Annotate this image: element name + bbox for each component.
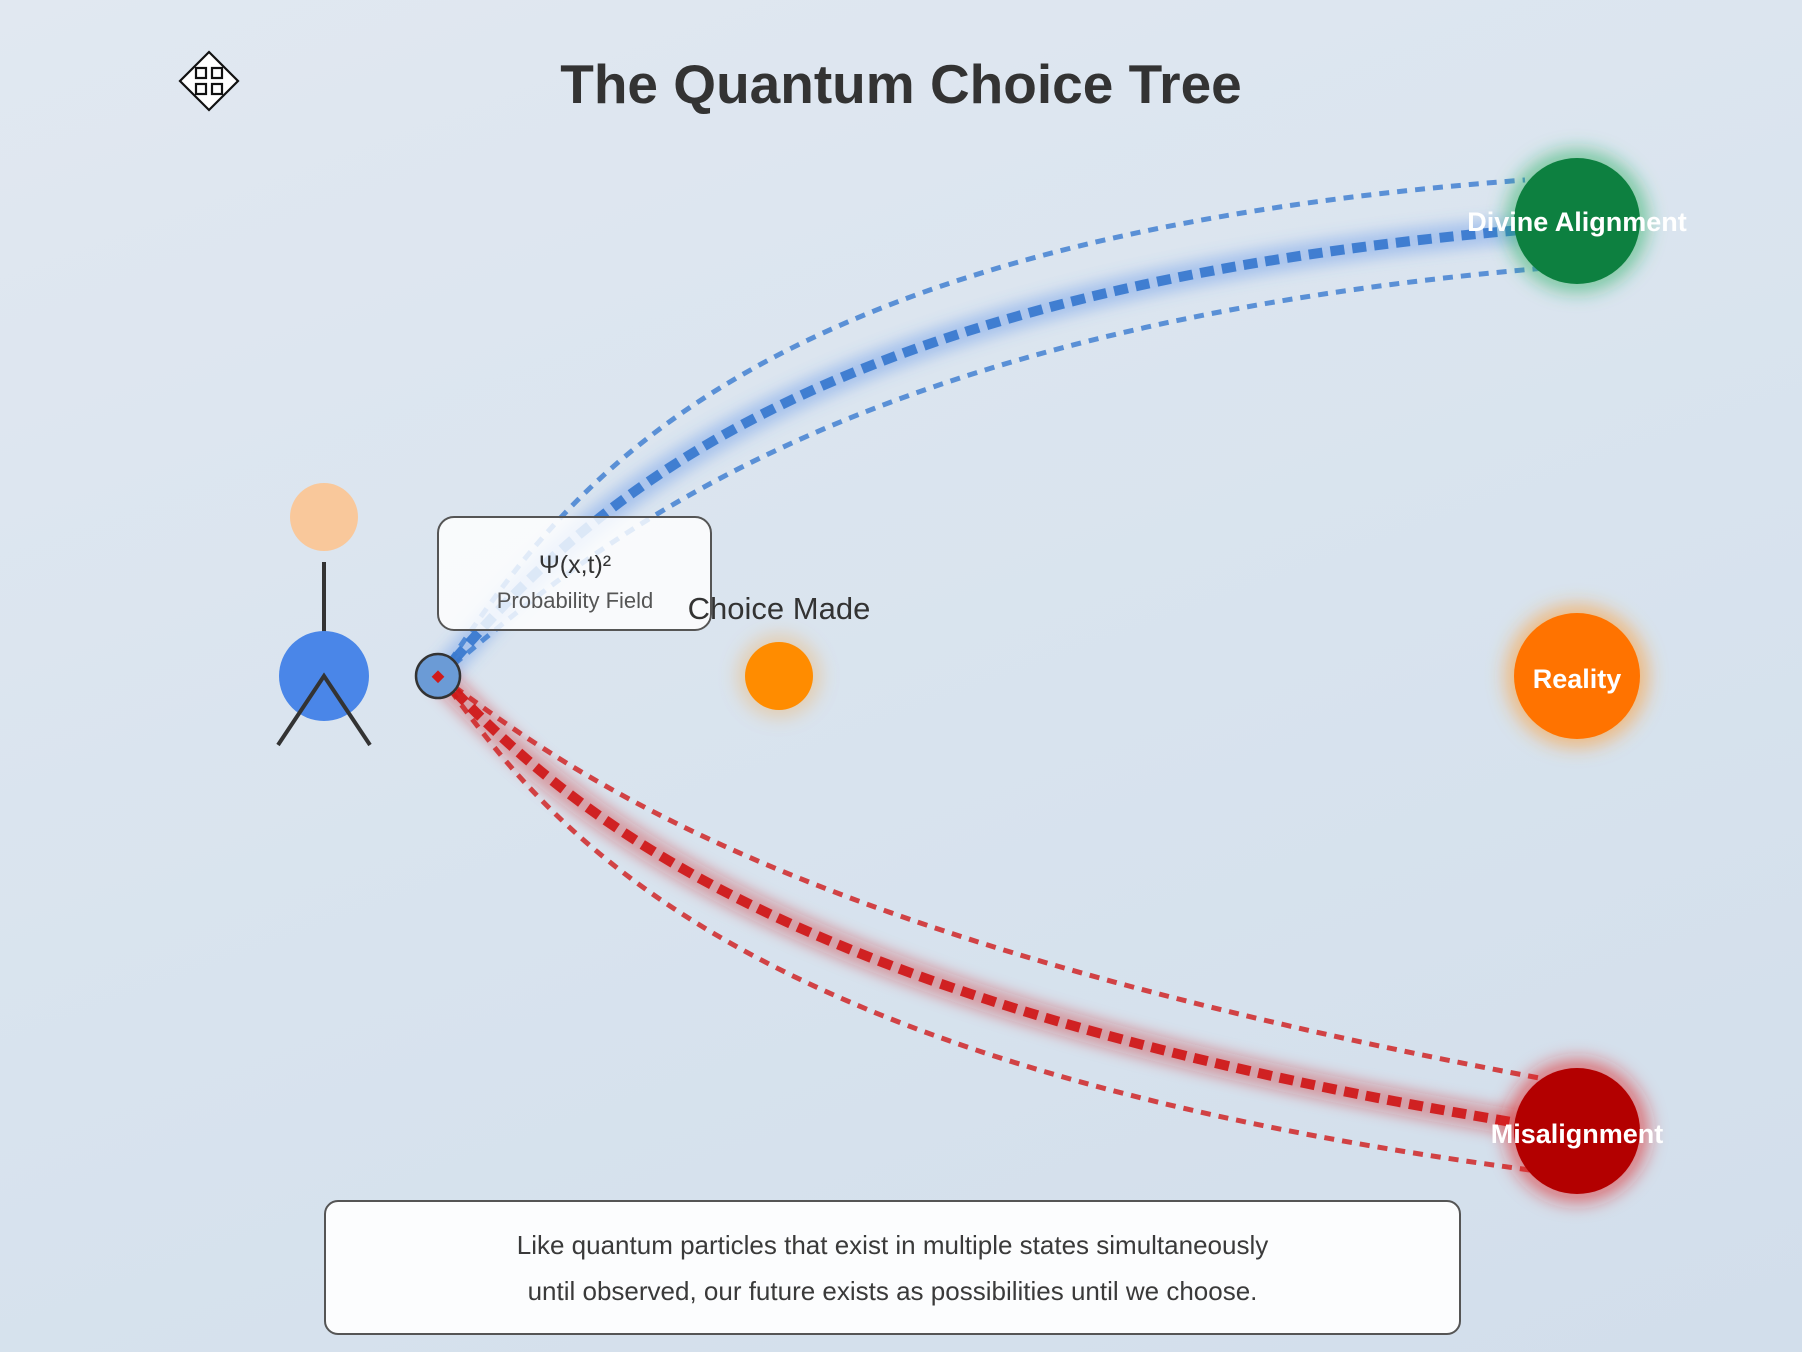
outcome-misalignment[interactable]: Misalignment	[1491, 1059, 1664, 1203]
probability-label: Probability Field	[497, 588, 654, 613]
choice-made-label: Choice Made	[688, 591, 871, 626]
misalignment-path-lower	[437, 674, 1531, 1173]
misalignment-orb	[1514, 1068, 1640, 1194]
divine-alignment-orb	[1514, 158, 1640, 284]
reality-orb	[1514, 613, 1640, 739]
probability-formula: Ψ(x,t)²	[539, 551, 611, 579]
divine-path-upper	[437, 177, 1526, 678]
outcome-divine-alignment[interactable]: Divine Alignment	[1467, 149, 1687, 293]
person-legs	[276, 672, 372, 747]
person-head	[290, 483, 358, 551]
caption-line-1: Like quantum particles that exist in mul…	[516, 1229, 1269, 1260]
caption-line-2: until observed, our future exists as pos…	[527, 1275, 1258, 1306]
misalignment-path-main	[436, 672, 1531, 1130]
probability-field-box: Ψ(x,t)² Probability Field	[437, 516, 712, 631]
page-title: The Quantum Choice Tree	[560, 53, 1242, 115]
misalignment-label: Misalignment	[1491, 1119, 1664, 1149]
misalignment-path-upper	[438, 673, 1551, 1083]
caption-box: Like quantum particles that exist in mul…	[324, 1200, 1461, 1335]
reality-label: Reality	[1533, 664, 1622, 694]
move-arrows-icon[interactable]	[178, 50, 240, 112]
choice-made-dot	[745, 642, 813, 710]
person-figure	[276, 483, 372, 747]
divine-alignment-label: Divine Alignment	[1467, 207, 1687, 237]
misalignment-paths	[430, 666, 1551, 1173]
choice-made-marker: Choice Made	[688, 591, 871, 718]
outcome-reality[interactable]: Reality	[1505, 604, 1649, 748]
decision-node-core	[431, 670, 445, 684]
